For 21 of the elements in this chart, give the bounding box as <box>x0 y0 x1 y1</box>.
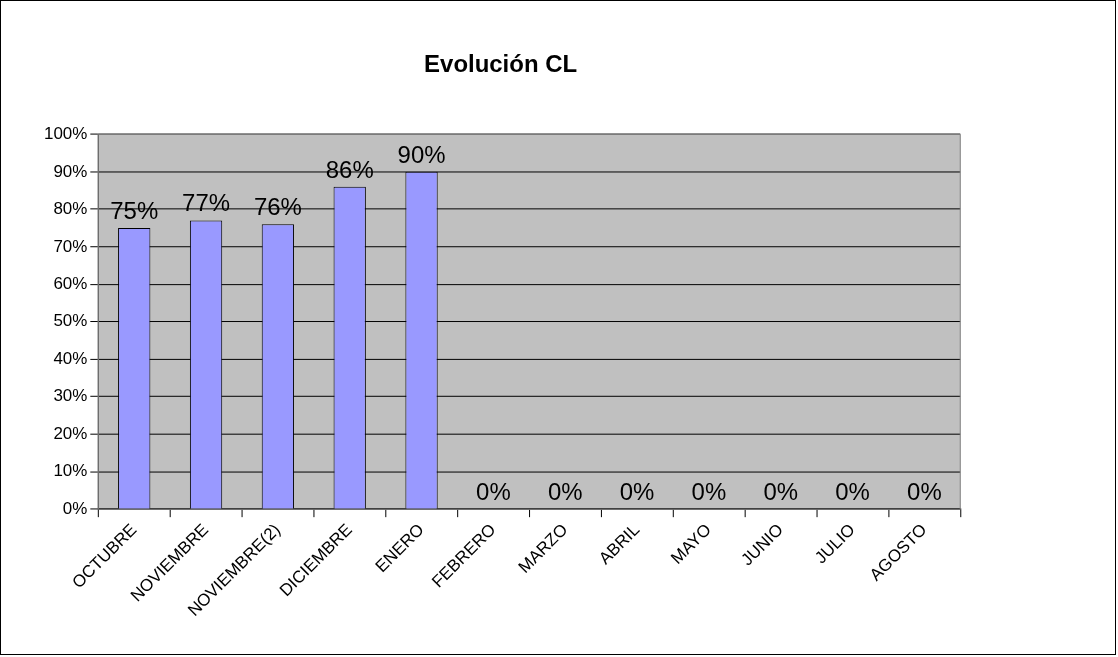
y-tick-label: 100% <box>43 124 88 144</box>
data-label: 0% <box>476 477 511 505</box>
y-tick-label: 60% <box>53 273 88 293</box>
data-label: 0% <box>835 477 870 505</box>
y-tick-label: 70% <box>53 236 88 256</box>
data-label: 0% <box>691 477 727 505</box>
y-tick-label: 80% <box>53 199 88 219</box>
chart-title: Evolución CL <box>424 49 578 77</box>
data-label: 0% <box>907 477 942 505</box>
y-tick-label: 40% <box>53 348 88 368</box>
y-tick-label: 90% <box>53 161 88 181</box>
y-tick-label: 20% <box>53 423 88 443</box>
y-tick-label: 50% <box>53 311 88 331</box>
data-label: 0% <box>547 477 583 505</box>
data-label: 86% <box>325 155 374 183</box>
y-tick-label: 30% <box>53 386 88 406</box>
data-label: 0% <box>763 477 799 505</box>
y-tick-label: 10% <box>53 461 88 481</box>
data-label: 90% <box>397 140 446 168</box>
data-label: 0% <box>619 477 655 505</box>
y-tick-label: 0% <box>62 498 88 518</box>
